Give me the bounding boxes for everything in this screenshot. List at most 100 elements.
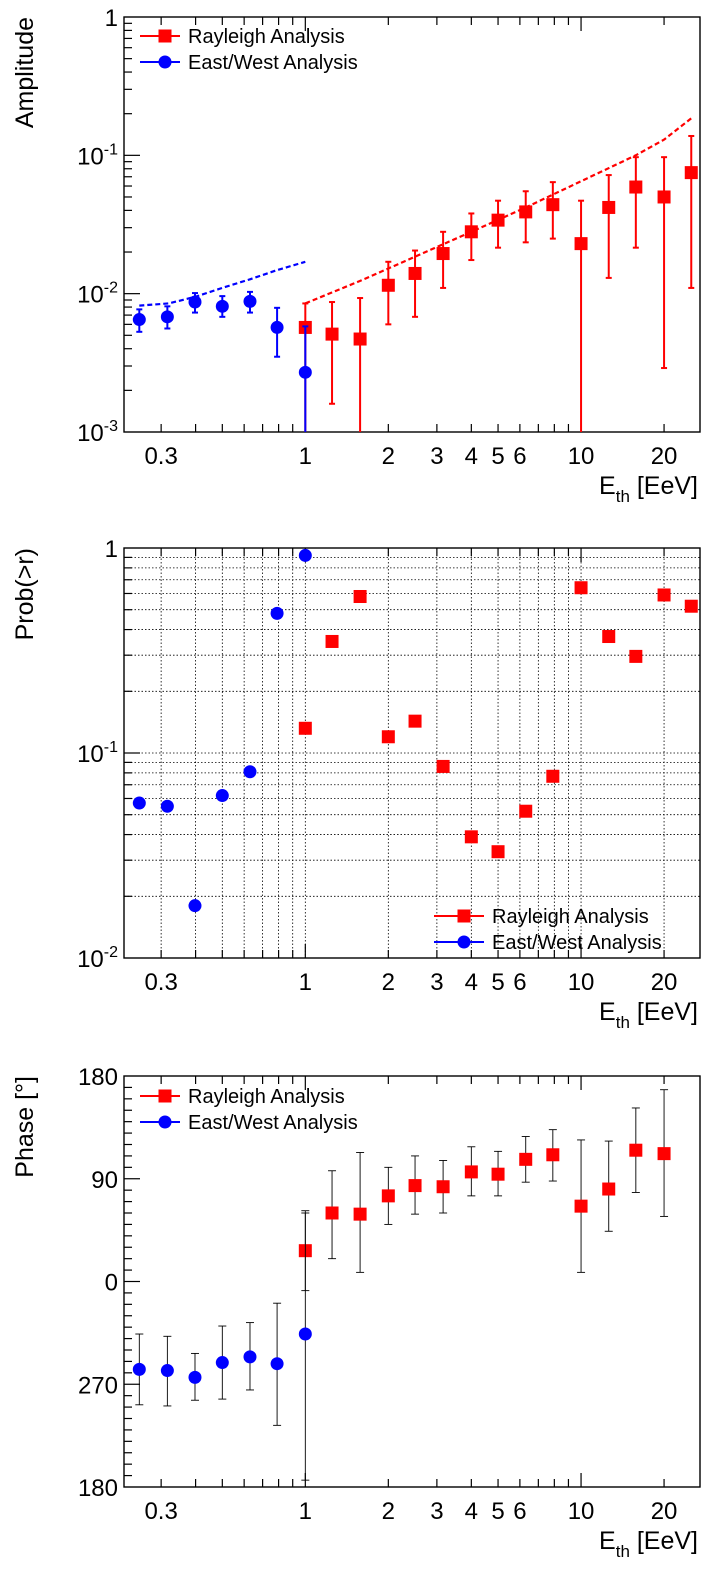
legend-marker xyxy=(158,55,172,69)
data-point xyxy=(629,1143,643,1157)
data-point xyxy=(353,1207,367,1221)
data-point xyxy=(132,1362,146,1376)
data-point xyxy=(381,730,395,744)
data-point xyxy=(160,310,174,324)
y-tick-label: 90 xyxy=(91,1167,118,1194)
data-point xyxy=(519,1152,533,1166)
legend-label: East/West Analysis xyxy=(492,932,662,954)
x-axis-label-unit: [EeV] xyxy=(630,998,698,1026)
data-point xyxy=(381,278,395,292)
data-point xyxy=(408,714,422,728)
data-point xyxy=(436,759,450,773)
plot-frame xyxy=(123,1075,701,1488)
data-point xyxy=(464,830,478,844)
legend-label: East/West Analysis xyxy=(188,52,358,74)
plot-data xyxy=(132,115,698,432)
x-axis-label-main: E xyxy=(599,472,616,500)
x-tick-label: 3 xyxy=(430,443,443,470)
x-tick-label: 3 xyxy=(430,969,443,996)
y-tick-label: 10-3 xyxy=(77,418,118,447)
x-tick-label: 6 xyxy=(513,1498,526,1525)
y-tick-label-exponent: -1 xyxy=(104,739,118,756)
x-tick-label: 2 xyxy=(382,969,395,996)
x-tick-label: 20 xyxy=(651,1498,678,1525)
x-tick-label: 3 xyxy=(430,1498,443,1525)
x-tick-label: 0.3 xyxy=(144,969,177,996)
y-tick-label-base: 10 xyxy=(77,946,104,973)
data-point xyxy=(408,1179,422,1193)
data-point xyxy=(546,769,560,783)
y-axis-label: Phase [°] xyxy=(11,1076,39,1178)
data-point xyxy=(188,899,202,913)
data-point xyxy=(574,1199,588,1213)
x-tick-label: 1 xyxy=(299,1498,312,1525)
data-point xyxy=(602,200,616,214)
y-tick-label-base: 1 xyxy=(105,536,118,563)
x-tick-label: 6 xyxy=(513,969,526,996)
y-tick-label-base: 10 xyxy=(77,741,104,768)
series-east-west xyxy=(132,1210,312,1481)
series-rayleigh xyxy=(298,115,698,432)
x-axis-label: Eth [EeV] xyxy=(599,1527,698,1561)
data-point xyxy=(519,804,533,818)
data-point xyxy=(215,299,229,313)
data-point xyxy=(491,213,505,227)
x-axis-label: Eth [EeV] xyxy=(599,998,698,1032)
axis-ticks xyxy=(124,1076,665,1487)
y-tick-label: 10-1 xyxy=(77,739,118,768)
x-tick-label: 10 xyxy=(568,1498,595,1525)
y-tick-label: 1 xyxy=(105,5,118,32)
data-point xyxy=(657,1147,671,1161)
data-point xyxy=(325,634,339,648)
data-point xyxy=(657,588,671,602)
x-axis-label: Eth [EeV] xyxy=(599,472,698,506)
axis-ticks xyxy=(124,17,665,432)
data-point xyxy=(188,295,202,309)
y-tick-label-base: 10 xyxy=(77,420,104,447)
legend-marker xyxy=(457,935,471,949)
data-point xyxy=(602,630,616,644)
y-tick-label-base: 10 xyxy=(77,282,104,309)
series-rayleigh xyxy=(298,1089,671,1292)
data-point xyxy=(574,237,588,251)
data-point xyxy=(270,320,284,334)
data-point xyxy=(408,266,422,280)
data-point xyxy=(464,1165,478,1179)
x-tick-label: 5 xyxy=(491,443,504,470)
x-axis-label-unit: [EeV] xyxy=(630,1527,698,1555)
x-tick-label: 6 xyxy=(513,443,526,470)
x-tick-label: 20 xyxy=(651,969,678,996)
series-east-west xyxy=(132,260,312,432)
legend-marker xyxy=(158,1089,172,1103)
data-point xyxy=(602,1182,616,1196)
chart-panel-3: 0.3 1 2 3 4 5 6 10 20 180 90 0 270 180 Phase [°] Eth [E… xyxy=(11,1064,701,1561)
y-tick-label: 270 xyxy=(78,1372,118,1399)
data-point xyxy=(215,789,229,803)
y-tick-label-exponent: -3 xyxy=(104,418,118,435)
data-point xyxy=(160,1364,174,1378)
legend-label: Rayleigh Analysis xyxy=(188,26,345,48)
y-tick-label: 10-2 xyxy=(77,944,118,973)
plot-frame xyxy=(123,16,701,433)
x-tick-label: 1 xyxy=(299,443,312,470)
legend-marker xyxy=(457,909,471,923)
data-point xyxy=(491,1167,505,1181)
x-axis-label-main: E xyxy=(599,1527,616,1555)
y-tick-label: 1 xyxy=(105,536,118,563)
data-point xyxy=(325,327,339,341)
x-tick-label: 5 xyxy=(491,1498,504,1525)
x-axis-label-sub: th xyxy=(616,1013,630,1032)
data-point xyxy=(325,1206,339,1220)
data-point xyxy=(436,247,450,261)
data-point xyxy=(160,799,174,813)
y-tick-label-exponent: -2 xyxy=(104,280,118,297)
x-tick-label: 4 xyxy=(465,969,478,996)
data-point xyxy=(298,1327,312,1341)
legend-label: Rayleigh Analysis xyxy=(188,1086,345,1108)
data-point xyxy=(270,1357,284,1371)
series-east-west xyxy=(132,548,312,913)
y-axis-label: Prob(>r) xyxy=(11,548,39,640)
grid xyxy=(124,548,700,958)
